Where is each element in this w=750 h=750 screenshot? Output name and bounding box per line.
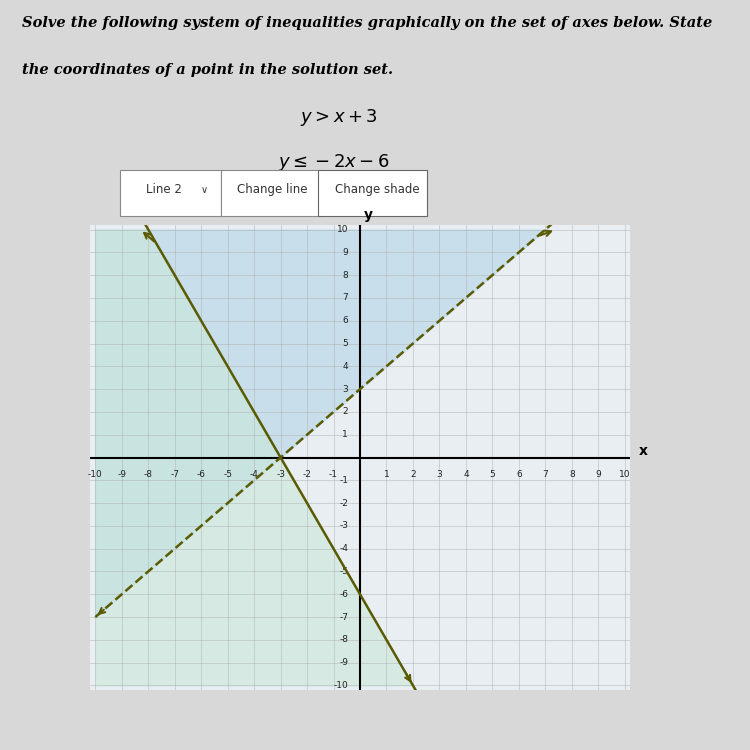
Text: -4: -4: [339, 544, 348, 554]
Text: 6: 6: [516, 470, 522, 479]
Text: 10: 10: [619, 470, 631, 479]
Text: 6: 6: [342, 316, 348, 326]
Text: -4: -4: [250, 470, 259, 479]
Text: 3: 3: [342, 385, 348, 394]
Text: Line 2: Line 2: [146, 184, 182, 196]
Text: Change shade: Change shade: [335, 184, 420, 196]
Text: 5: 5: [342, 339, 348, 348]
Text: -8: -8: [144, 470, 153, 479]
Text: 2: 2: [343, 407, 348, 416]
FancyBboxPatch shape: [221, 170, 322, 215]
Text: 3: 3: [436, 470, 442, 479]
Text: -6: -6: [196, 470, 206, 479]
Text: -7: -7: [170, 470, 179, 479]
Text: -1: -1: [339, 476, 348, 484]
Text: 5: 5: [490, 470, 495, 479]
Text: x: x: [639, 444, 648, 458]
Text: -9: -9: [117, 470, 126, 479]
Text: 7: 7: [342, 293, 348, 302]
Text: 2: 2: [410, 470, 416, 479]
Text: the coordinates of a point in the solution set.: the coordinates of a point in the soluti…: [22, 63, 394, 76]
Text: ∨: ∨: [201, 185, 208, 195]
Text: -10: -10: [333, 681, 348, 690]
Text: -3: -3: [276, 470, 285, 479]
Text: $y \leq -2x - 6$: $y \leq -2x - 6$: [278, 152, 389, 172]
Text: 8: 8: [342, 271, 348, 280]
Text: -5: -5: [339, 567, 348, 576]
Text: 9: 9: [596, 470, 601, 479]
Text: -5: -5: [224, 470, 232, 479]
Text: 9: 9: [342, 248, 348, 256]
Text: 7: 7: [542, 470, 548, 479]
Text: -2: -2: [302, 470, 311, 479]
Text: -8: -8: [339, 635, 348, 644]
Text: Solve the following system of inequalities graphically on the set of axes below.: Solve the following system of inequaliti…: [22, 16, 712, 31]
Text: Change line: Change line: [237, 184, 308, 196]
Text: -1: -1: [329, 470, 338, 479]
Text: 1: 1: [383, 470, 389, 479]
Text: -2: -2: [339, 499, 348, 508]
Text: -3: -3: [339, 521, 348, 530]
Text: y: y: [364, 208, 373, 222]
Text: 8: 8: [569, 470, 574, 479]
Text: -7: -7: [339, 613, 348, 622]
FancyBboxPatch shape: [120, 170, 221, 215]
Text: -10: -10: [88, 470, 103, 479]
Text: 10: 10: [337, 225, 348, 234]
Text: -9: -9: [339, 658, 348, 668]
Text: $y > x + 3$: $y > x + 3$: [300, 107, 378, 128]
FancyBboxPatch shape: [318, 170, 427, 215]
Text: 1: 1: [342, 430, 348, 439]
Text: 4: 4: [343, 362, 348, 370]
Text: -6: -6: [339, 590, 348, 598]
Text: 4: 4: [463, 470, 469, 479]
